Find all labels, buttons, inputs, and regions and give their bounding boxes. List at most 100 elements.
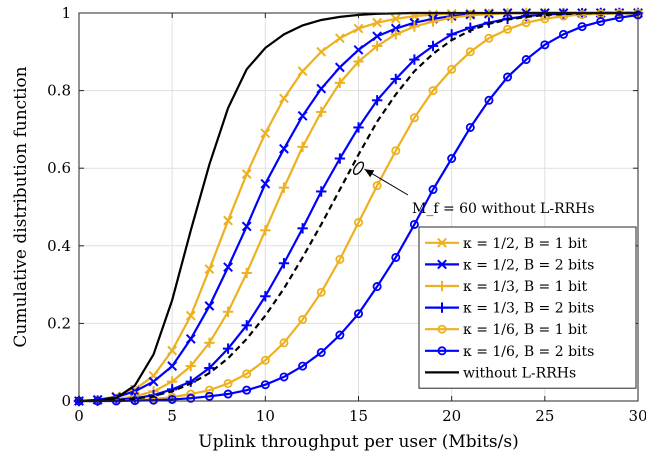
legend-swatch-marker xyxy=(436,280,448,292)
series-point xyxy=(185,360,196,372)
marker-stroke xyxy=(204,264,215,274)
series-point xyxy=(446,29,457,40)
marker-stroke xyxy=(167,345,178,356)
marker-stroke xyxy=(148,376,159,387)
series-point xyxy=(427,40,439,52)
marker-stroke xyxy=(334,62,345,73)
series-point xyxy=(353,44,364,55)
series-point xyxy=(186,393,196,403)
series-point xyxy=(148,376,159,387)
marker-stroke xyxy=(316,83,327,94)
series-point xyxy=(204,264,215,274)
series-point xyxy=(278,182,290,193)
series-point xyxy=(260,380,270,390)
annotation: M_f = 60 without L-RRHs xyxy=(352,161,595,217)
series-point xyxy=(409,113,419,123)
series-point xyxy=(185,376,196,387)
legend-item: κ = 1/2, B = 1 bit xyxy=(425,236,588,252)
series-point xyxy=(447,64,457,74)
series-point xyxy=(577,22,587,32)
series-point xyxy=(465,47,475,57)
series-point xyxy=(167,361,178,371)
series-7 xyxy=(79,11,638,403)
series-point xyxy=(204,301,215,311)
x-tick-label: 0 xyxy=(74,407,84,425)
series-point xyxy=(390,29,401,40)
series-point xyxy=(391,146,401,156)
series-point xyxy=(260,178,271,189)
series-point xyxy=(335,330,345,340)
series-point xyxy=(260,355,270,365)
series-point xyxy=(297,66,308,77)
marker-stroke xyxy=(204,301,215,311)
series-point xyxy=(316,186,327,197)
series-point xyxy=(371,95,383,106)
series-point xyxy=(372,181,382,191)
series-point xyxy=(316,347,326,357)
marker-stroke xyxy=(167,361,178,371)
legend: κ = 1/2, B = 1 bit κ = 1/2, B = 2 bits κ =… xyxy=(418,226,637,389)
series-point xyxy=(521,55,531,65)
series-point xyxy=(297,110,308,121)
series-point xyxy=(204,385,214,395)
x-tick-label: 15 xyxy=(349,407,368,425)
legend-swatch-marker xyxy=(436,302,448,313)
series-line xyxy=(79,11,638,403)
series-point xyxy=(353,122,364,133)
series-point xyxy=(427,16,439,27)
series-point xyxy=(204,362,215,374)
legend-swatch-marker xyxy=(437,259,447,270)
series-point xyxy=(185,334,196,344)
legend-label: κ = 1/6, B = 2 bits xyxy=(463,344,594,360)
marker-stroke xyxy=(260,178,271,189)
series-point xyxy=(279,143,289,154)
series-point xyxy=(391,252,401,262)
series-point xyxy=(242,369,252,379)
series-point xyxy=(428,86,438,96)
series-point xyxy=(298,315,308,325)
series-point xyxy=(260,225,271,236)
y-axis-label: Cumulative distribution function xyxy=(11,66,31,347)
series-point xyxy=(465,10,476,21)
series-point xyxy=(447,153,457,163)
series-point xyxy=(353,23,364,34)
x-tick-label: 10 xyxy=(256,407,275,425)
legend-label: without L-RRHs xyxy=(463,365,576,381)
series-point xyxy=(334,33,345,44)
marker-stroke xyxy=(353,44,364,55)
series-point xyxy=(428,185,438,195)
marker-stroke xyxy=(223,262,233,273)
series-point xyxy=(484,95,494,105)
legend-swatch-marker xyxy=(437,346,447,356)
series-point xyxy=(223,262,233,273)
marker-stroke xyxy=(297,66,308,77)
series-point xyxy=(241,267,252,279)
series-point xyxy=(409,54,420,65)
legend-label: κ = 1/2, B = 2 bits xyxy=(463,257,594,273)
legend-item: κ = 1/6, B = 1 bit xyxy=(425,322,588,338)
series-point xyxy=(279,372,289,382)
series-point xyxy=(353,56,364,67)
annotation-text: M_f = 60 without L-RRHs xyxy=(412,201,595,217)
x-tick-label: 30 xyxy=(628,407,646,425)
series-point xyxy=(279,338,289,348)
series-point xyxy=(335,254,345,264)
marker-stroke xyxy=(390,23,401,34)
marker-stroke xyxy=(185,334,196,344)
annotation-arrow-head xyxy=(364,169,375,178)
series-point xyxy=(222,343,234,354)
marker-stroke xyxy=(185,310,196,321)
series-point xyxy=(372,17,383,28)
series-point xyxy=(409,21,420,32)
series-point xyxy=(390,73,401,85)
y-tick-label: 0.2 xyxy=(47,314,71,332)
series-point xyxy=(279,93,289,104)
marker-stroke xyxy=(390,13,401,24)
legend-swatch-marker xyxy=(437,324,447,334)
y-tick-label: 1 xyxy=(61,4,71,22)
marker-stroke xyxy=(297,110,308,121)
series-point xyxy=(353,218,363,228)
marker-stroke xyxy=(316,46,327,57)
series-point xyxy=(484,33,494,43)
